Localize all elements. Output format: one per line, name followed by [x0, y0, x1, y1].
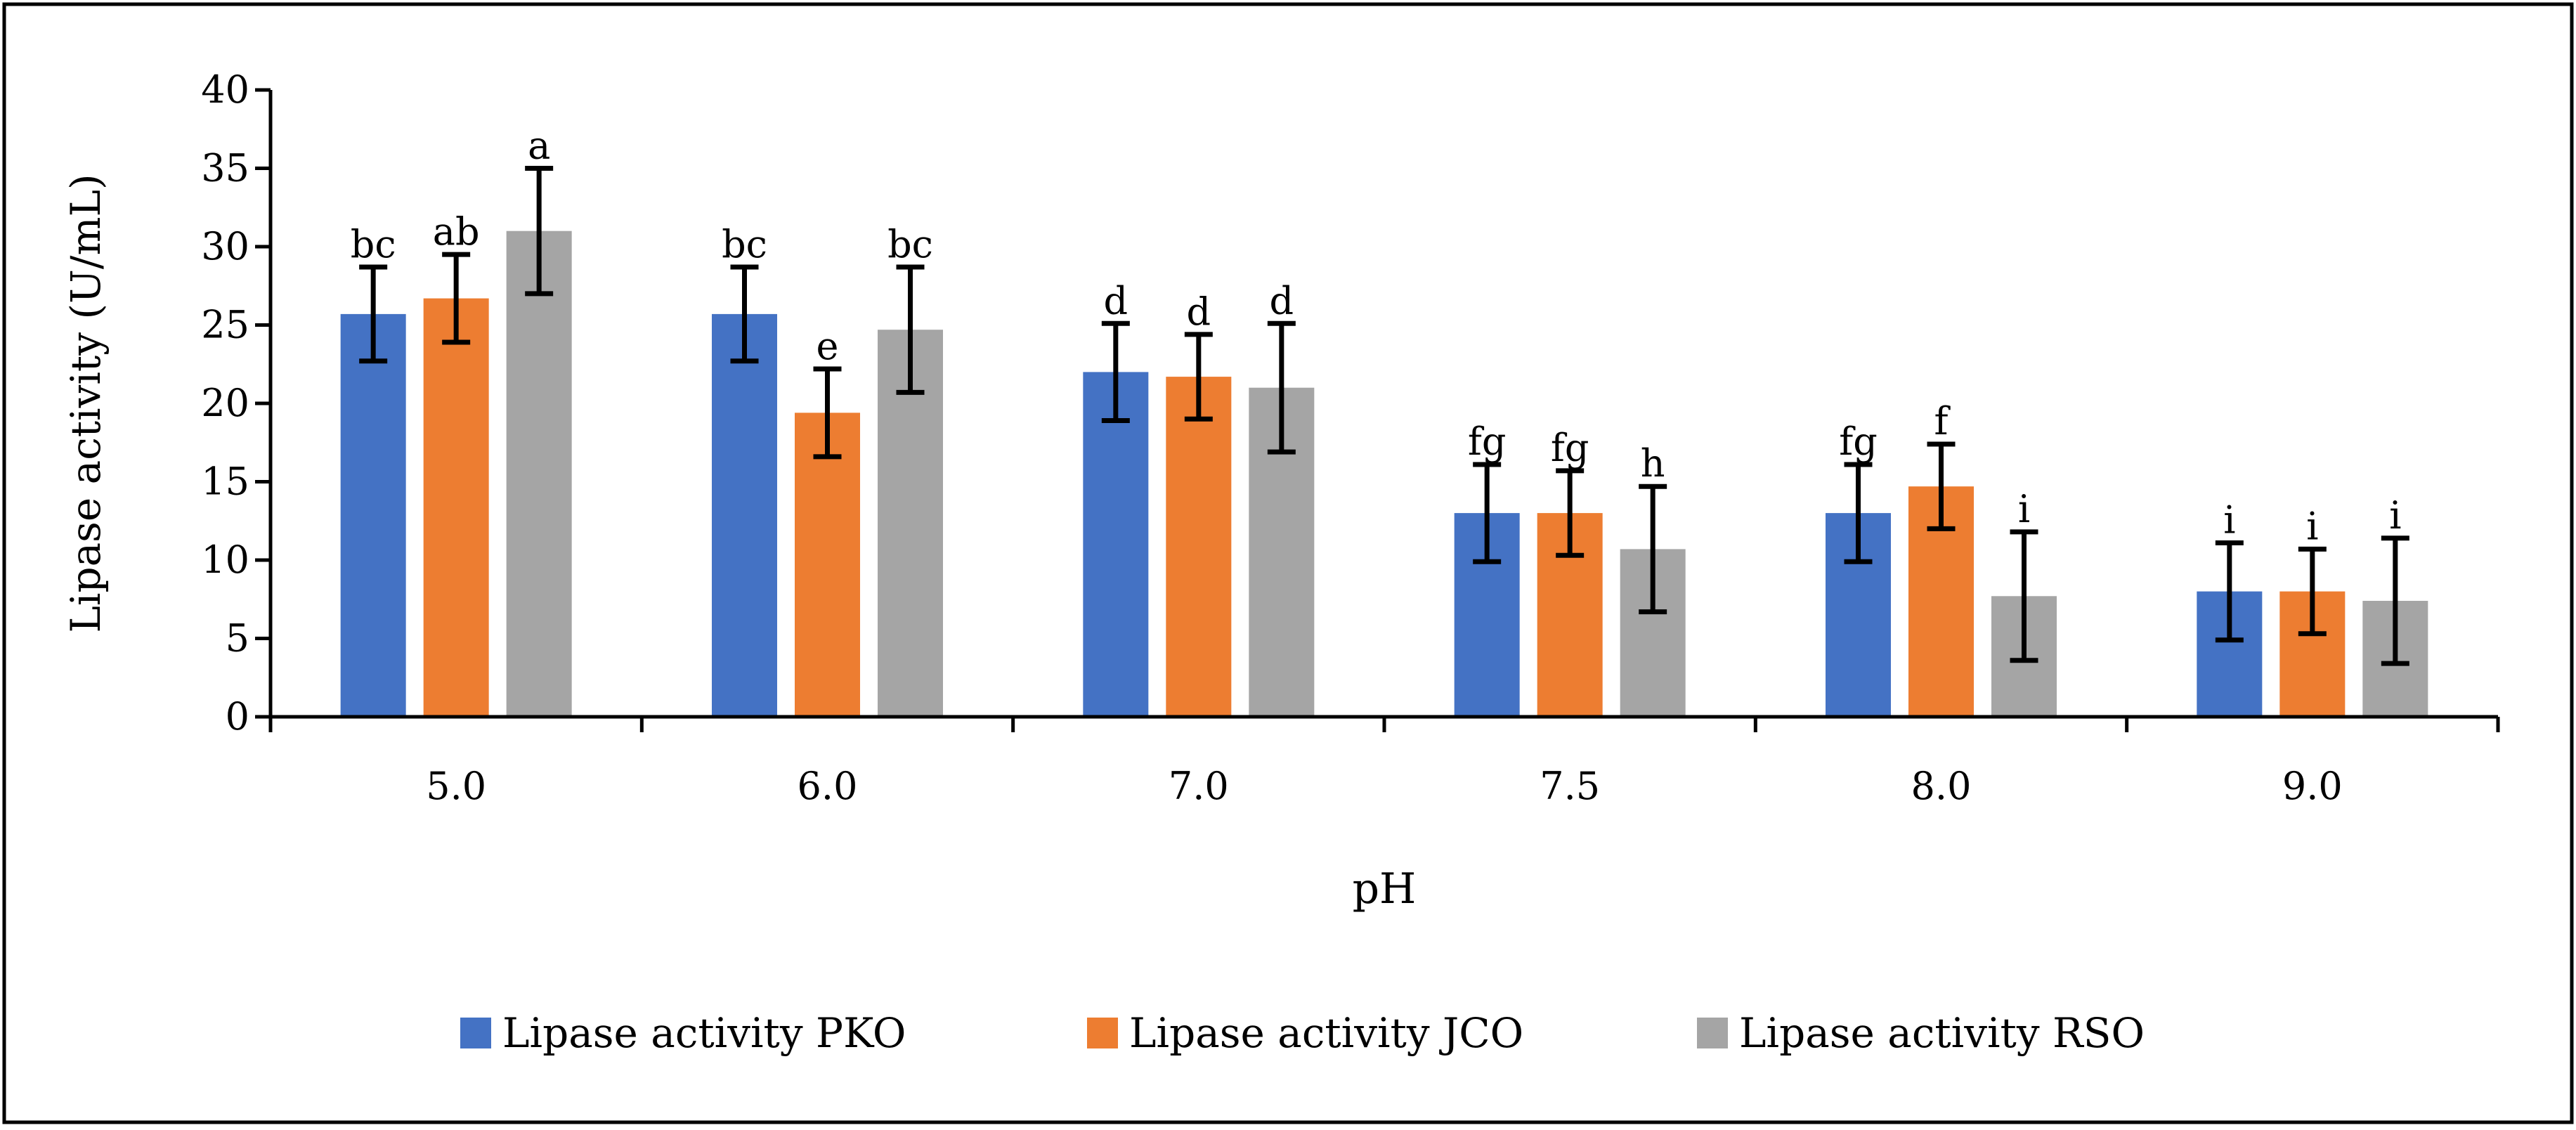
- x-tick-label-6.0: 6.0: [798, 764, 858, 808]
- bar-s2-5.0: [423, 298, 489, 717]
- x-tick-label-7.0: 7.0: [1169, 764, 1229, 808]
- error-bar-s1-8.0: [1844, 462, 1873, 564]
- legend-swatch-1: [460, 1018, 491, 1048]
- bar-s1-5.0: [340, 313, 406, 717]
- y-tick-label-30: 30: [201, 224, 249, 268]
- legend-swatch-2: [1087, 1018, 1118, 1048]
- error-bar-s1-5.0: [359, 264, 388, 364]
- significance-letter-s2-5.0: ab: [433, 209, 480, 254]
- x-tick-label-8.0: 8.0: [1911, 764, 1972, 808]
- y-tick-label-35: 35: [201, 146, 249, 190]
- error-bar-s2-7.5: [1556, 468, 1585, 558]
- significance-letter-s3-6.0: bc: [887, 222, 933, 266]
- error-bar-s3-6.0: [896, 264, 925, 395]
- significance-letter-s3-5.0: a: [528, 124, 550, 168]
- y-tick-label-40: 40: [201, 67, 249, 112]
- y-tick-label-5: 5: [226, 616, 249, 661]
- legend-label-1: Lipase activity PKO: [502, 1009, 906, 1057]
- error-bar-s1-7.0: [1101, 320, 1130, 424]
- significance-letter-s3-9.0: i: [2389, 493, 2401, 538]
- significance-letter-s1-7.5: fg: [1468, 420, 1507, 464]
- bar-s2-6.0: [795, 413, 860, 717]
- significance-letter-s1-9.0: i: [2223, 498, 2235, 542]
- significance-letter-s2-7.5: fg: [1551, 426, 1589, 470]
- legend-label-2: Lipase activity JCO: [1129, 1009, 1523, 1057]
- legend-item-2: Lipase activity JCO: [1087, 1009, 1523, 1057]
- significance-letter-s1-6.0: bc: [722, 222, 767, 266]
- x-tick-label-5.0: 5.0: [426, 764, 486, 808]
- x-tick-label-9.0: 9.0: [2282, 764, 2343, 808]
- error-bar-s2-7.0: [1184, 332, 1213, 422]
- legend-label-3: Lipase activity RSO: [1739, 1009, 2145, 1057]
- error-bar-s2-8.0: [1927, 441, 1956, 531]
- error-bar-s2-6.0: [813, 366, 842, 460]
- legend-swatch-3: [1697, 1018, 1728, 1048]
- error-bar-s1-6.0: [730, 264, 759, 364]
- significance-letter-s3-8.0: i: [2018, 487, 2030, 531]
- error-bar-s3-7.5: [1639, 483, 1667, 615]
- bar-s1-7.0: [1083, 372, 1149, 717]
- error-bar-s1-7.5: [1473, 462, 1502, 564]
- x-tick-label-7.5: 7.5: [1540, 764, 1600, 808]
- significance-letter-s3-7.5: h: [1641, 441, 1665, 486]
- legend-item-1: Lipase activity PKO: [460, 1009, 906, 1057]
- y-tick-label-15: 15: [201, 460, 249, 504]
- y-axis-title: Lipase activity (U/mL): [62, 174, 110, 632]
- error-bar-s3-7.0: [1267, 320, 1296, 455]
- error-bar-s1-9.0: [2215, 540, 2244, 643]
- error-bar-s2-5.0: [442, 252, 471, 345]
- error-bar-s3-8.0: [2010, 529, 2038, 663]
- bar-s1-6.0: [712, 313, 777, 717]
- significance-letter-s1-8.0: fg: [1839, 420, 1878, 464]
- y-tick-label-20: 20: [201, 381, 249, 425]
- y-tick-label-25: 25: [201, 303, 249, 347]
- bars-layer: [340, 166, 2428, 717]
- significance-letter-s2-6.0: e: [817, 324, 839, 368]
- significance-letter-s3-7.0: d: [1270, 278, 1294, 323]
- error-bar-s2-9.0: [2298, 546, 2327, 637]
- significance-letter-s1-5.0: bc: [351, 222, 396, 266]
- legend-layer: Lipase activity PKO Lipase activity JCO Li…: [460, 1009, 2145, 1057]
- bar-s2-7.0: [1166, 377, 1232, 717]
- x-axis-title: pH: [1353, 864, 1417, 914]
- significance-letter-s2-7.0: d: [1187, 290, 1211, 334]
- bar-s3-5.0: [506, 230, 572, 717]
- axes-layer: [255, 88, 2500, 732]
- y-tick-label-10: 10: [201, 538, 249, 582]
- error-bar-s3-9.0: [2381, 535, 2409, 666]
- significance-letter-s2-9.0: i: [2306, 504, 2318, 548]
- significance-letter-s1-7.0: d: [1104, 278, 1128, 323]
- error-bar-s3-5.0: [525, 166, 554, 297]
- legend-item-3: Lipase activity RSO: [1697, 1009, 2145, 1057]
- y-tick-label-0: 0: [226, 694, 249, 739]
